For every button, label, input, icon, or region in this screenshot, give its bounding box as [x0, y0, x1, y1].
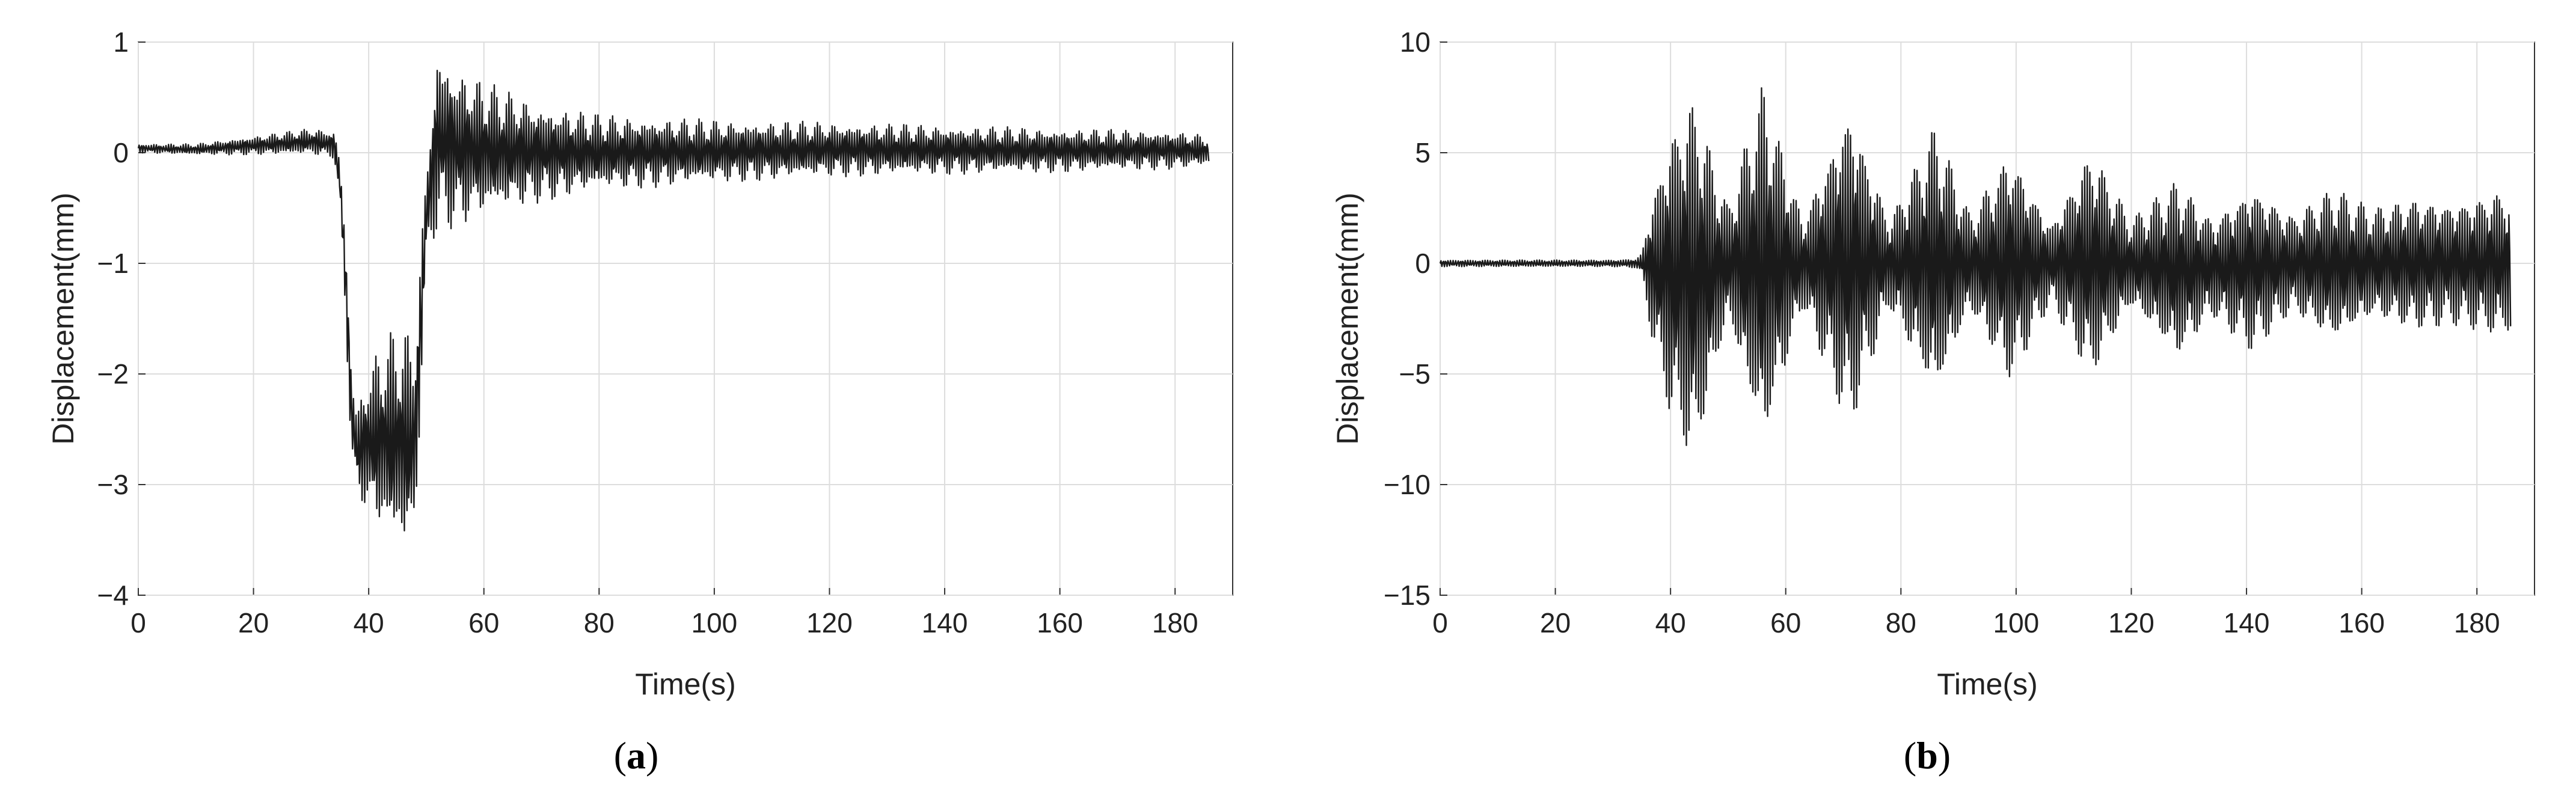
x-tick-label: 60 [1770, 607, 1801, 638]
x-tick-label: 120 [806, 607, 853, 638]
x-tick-label: 60 [468, 607, 499, 638]
x-axis-label-b: Time(s) [1937, 667, 2038, 701]
x-tick-label: 0 [1432, 607, 1448, 638]
y-axis-label-b: Displacement(mm) [1331, 192, 1364, 445]
y-tick-label: 10 [1400, 26, 1431, 58]
y-tick-labels-b: −15 −10 −5 0 5 10 [1384, 26, 1431, 611]
y-tick-label: −1 [97, 248, 129, 279]
chart-panel-b: 0 20 40 60 80 100 120 140 160 180 −15 −10 −5 0 5 10 Ti… [1331, 26, 2535, 777]
y-tick-label: −3 [97, 469, 129, 500]
y-tick-label: −15 [1384, 580, 1431, 611]
y-tick-label: 0 [113, 137, 129, 168]
x-tick-label: 140 [922, 607, 968, 638]
x-tick-label: 180 [2454, 607, 2500, 638]
y-tick-label: 0 [1415, 248, 1431, 279]
plot-area-a [138, 41, 1233, 596]
x-tick-label: 80 [1886, 607, 1916, 638]
y-tick-label: −5 [1399, 358, 1431, 390]
y-tick-label: 5 [1415, 137, 1431, 168]
x-tick-label: 40 [1655, 607, 1686, 638]
y-tick-label: −2 [97, 358, 129, 390]
y-tick-label: −10 [1384, 469, 1431, 500]
panel-caption-a: (a) [614, 734, 659, 777]
x-axis-label-a: Time(s) [635, 667, 736, 701]
displacement-line-b [1439, 87, 2512, 446]
x-tick-labels-b: 0 20 40 60 80 100 120 140 160 180 [1432, 607, 2500, 638]
x-tick-label: 160 [2338, 607, 2385, 638]
panel-caption-b: (b) [1904, 734, 1951, 777]
y-tick-labels-a: −4 −3 −2 −1 0 1 [97, 26, 129, 611]
x-tick-label: 100 [692, 607, 738, 638]
y-tick-label: −4 [97, 580, 129, 611]
x-tick-label: 120 [2108, 607, 2154, 638]
x-tick-label: 160 [1037, 607, 1083, 638]
x-tick-label: 100 [1993, 607, 2040, 638]
y-tick-label: 1 [113, 26, 129, 58]
x-tick-label: 140 [2224, 607, 2270, 638]
x-tick-label: 0 [130, 607, 146, 638]
x-tick-label: 20 [238, 607, 269, 638]
chart-panel-a: 0 20 40 60 80 100 120 140 160 180 −4 −3 −2 −1 0 1 Time… [46, 26, 1233, 777]
x-tick-labels-a: 0 20 40 60 80 100 120 140 160 180 [130, 607, 1198, 638]
x-tick-label: 80 [584, 607, 615, 638]
x-tick-label: 20 [1540, 607, 1571, 638]
x-tick-label: 40 [354, 607, 384, 638]
y-axis-label-a: Displacement(mm) [46, 192, 80, 445]
x-tick-label: 180 [1152, 607, 1198, 638]
displacement-line-a [137, 70, 1210, 531]
